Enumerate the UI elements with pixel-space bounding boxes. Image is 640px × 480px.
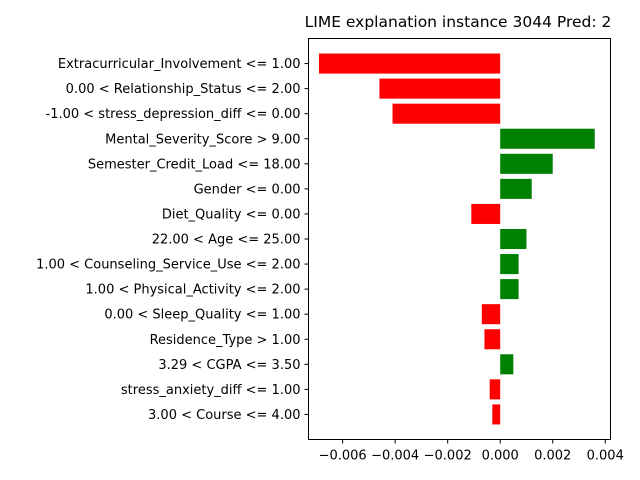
category-label-6: Diet_Quality <= 0.00 [162,207,301,222]
x-tick-label-1: −0.004 [371,449,419,464]
x-tick-label-2: −0.002 [424,449,472,464]
category-label-1: 0.00 < Relationship_Status <= 2.00 [66,82,301,97]
category-label-9: 1.00 < Physical_Activity <= 2.00 [85,283,300,298]
category-label-11: Residence_Type > 1.00 [150,333,301,348]
bar-0 [319,53,501,74]
category-label-3: Mental_Severity_Score > 9.00 [105,132,300,147]
bar-14 [492,404,501,425]
bar-11 [484,329,501,350]
bar-8 [500,254,519,275]
bar-3 [500,128,595,149]
bar-12 [500,354,514,375]
x-tick-label-3: 0.000 [482,449,519,464]
x-axis: −0.006 −0.004 −0.002 0.000 0.002 0.004 [319,439,624,464]
category-label-5: Gender <= 0.00 [194,182,301,197]
bar-2 [392,103,501,124]
bar-9 [500,279,519,300]
category-labels: Extracurricular_Involvement <= 1.00 0.00 … [36,57,309,423]
category-label-4: Semester_Credit_Load <= 18.00 [88,157,301,172]
bars-group [319,53,595,425]
category-label-13: stress_anxiety_diff <= 1.00 [121,383,301,398]
x-tick-label-0: −0.006 [319,449,367,464]
plot-frame [308,38,611,440]
category-label-7: 22.00 < Age <= 25.00 [152,233,301,248]
bar-1 [379,78,501,99]
category-label-0: Extracurricular_Involvement <= 1.00 [58,57,301,72]
bar-6 [471,203,501,224]
bar-13 [489,379,501,400]
category-label-10: 0.00 < Sleep_Quality <= 1.00 [104,308,300,323]
x-tick-label-4: 0.002 [534,449,571,464]
x-tick-label-5: 0.004 [587,449,624,464]
category-label-8: 1.00 < Counseling_Service_Use <= 2.00 [36,258,300,273]
chart-title: LIME explanation instance 3044 Pred: 2 [305,13,612,31]
category-label-14: 3.00 < Course <= 4.00 [148,408,300,423]
category-label-2: -1.00 < stress_depression_diff <= 0.00 [46,107,301,122]
bar-4 [500,153,553,174]
bar-10 [481,304,501,325]
bar-7 [500,228,527,250]
bar-5 [500,178,532,199]
category-label-12: 3.29 < CGPA <= 3.50 [158,358,300,373]
